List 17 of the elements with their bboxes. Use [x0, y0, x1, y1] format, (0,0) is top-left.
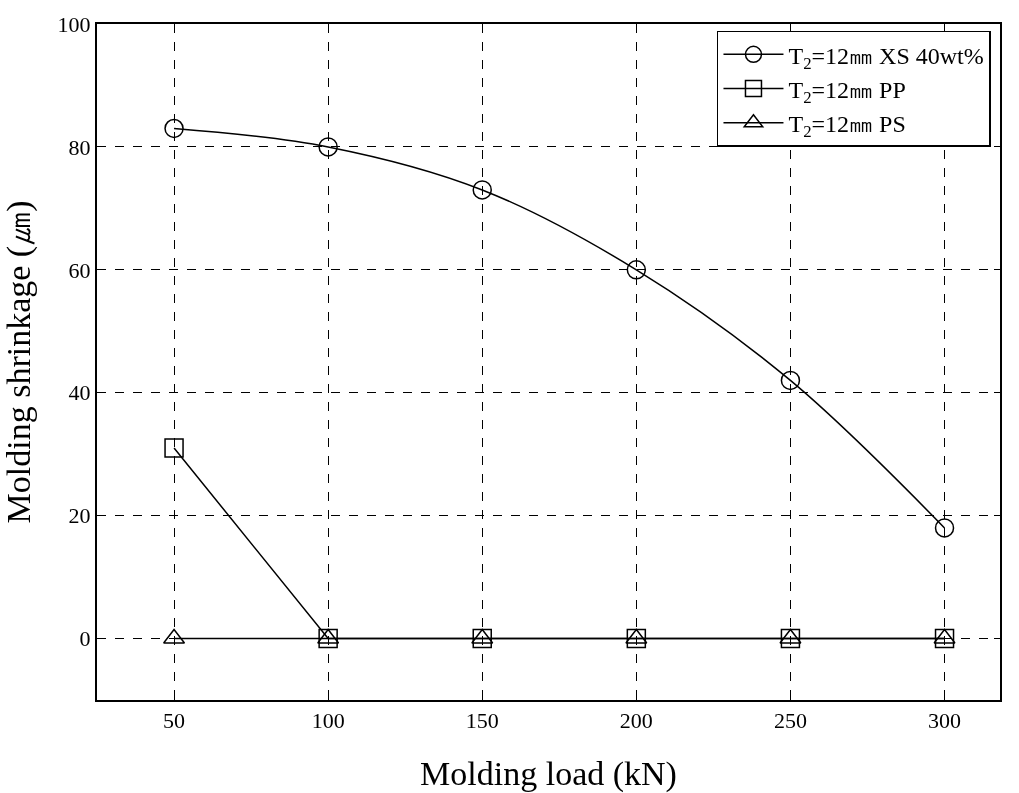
legend-label: T$_{2}$=12㎜ XS 40wt%	[788, 42, 984, 73]
x-tick-label: 200	[619, 708, 653, 734]
legend-label: T$_{2}$=12㎜ PS	[788, 111, 906, 142]
y-tick-label: 0	[79, 626, 91, 652]
y-tick-label: 60	[68, 257, 91, 283]
y-tick-label: 100	[57, 11, 91, 37]
x-tick-label: 250	[773, 708, 807, 734]
y-tick-label: 80	[68, 134, 91, 160]
legend-label: T$_{2}$=12㎜ PP	[788, 76, 906, 107]
x-axis-title: Molding load (kN)	[420, 755, 677, 793]
x-tick-label: 100	[311, 708, 345, 734]
x-tick-label: 150	[465, 708, 499, 734]
y-tick-label: 20	[68, 503, 91, 529]
y-axis-title: Molding shrinkage (㎛)	[0, 200, 38, 524]
x-tick-label: 50	[163, 708, 186, 734]
y-tick-label: 40	[68, 380, 91, 406]
x-tick-label: 300	[928, 708, 962, 734]
